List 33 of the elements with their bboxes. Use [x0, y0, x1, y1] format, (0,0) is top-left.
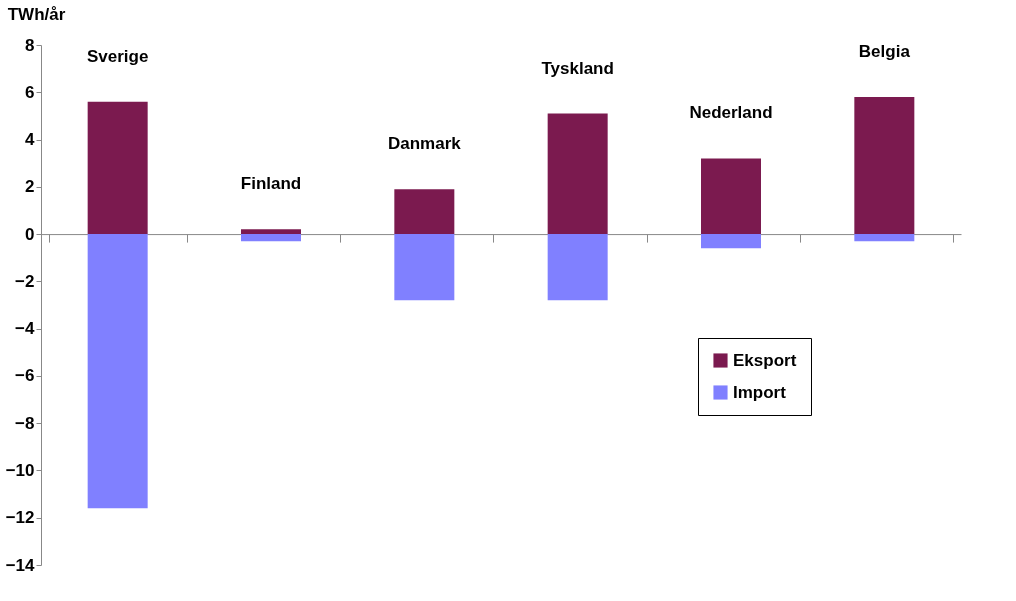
- y-tick-label: 6: [25, 82, 35, 102]
- bar: [854, 234, 915, 242]
- bar: [87, 234, 148, 509]
- y-tick-label: 0: [25, 224, 35, 244]
- bar: [394, 234, 455, 301]
- y-tick-label: −4: [15, 319, 36, 339]
- bar: [394, 189, 455, 235]
- x-tick-label: Sverige: [86, 46, 149, 66]
- y-tick-label: 4: [25, 130, 36, 150]
- y-tick-label: −6: [15, 366, 35, 386]
- y-tick-label: −10: [5, 460, 35, 480]
- bar: [87, 101, 148, 235]
- x-tick-label: Nederland: [689, 103, 773, 123]
- x-tick-label: Tyskland: [541, 58, 614, 78]
- bar: [547, 234, 608, 301]
- bar: [547, 113, 608, 235]
- bar: [241, 229, 301, 235]
- x-tick-label: Finland: [240, 174, 302, 194]
- y-axis-title: TWh/år: [7, 4, 66, 24]
- y-tick-label: −8: [15, 413, 35, 433]
- bar: [241, 234, 301, 242]
- y-tick-label: 2: [25, 177, 35, 197]
- bar: [701, 158, 761, 235]
- legend-label: Eksport: [733, 350, 797, 370]
- x-tick-label: Danmark: [387, 134, 462, 154]
- y-tick-label: −2: [15, 271, 35, 291]
- y-tick-label: −14: [5, 555, 36, 575]
- y-tick-label: −12: [5, 508, 35, 528]
- x-tick-label: Belgia: [858, 42, 911, 61]
- legend-label: Import: [733, 382, 787, 402]
- bar: [701, 234, 761, 249]
- y-tick-label: 8: [25, 35, 35, 55]
- bar: [854, 97, 915, 235]
